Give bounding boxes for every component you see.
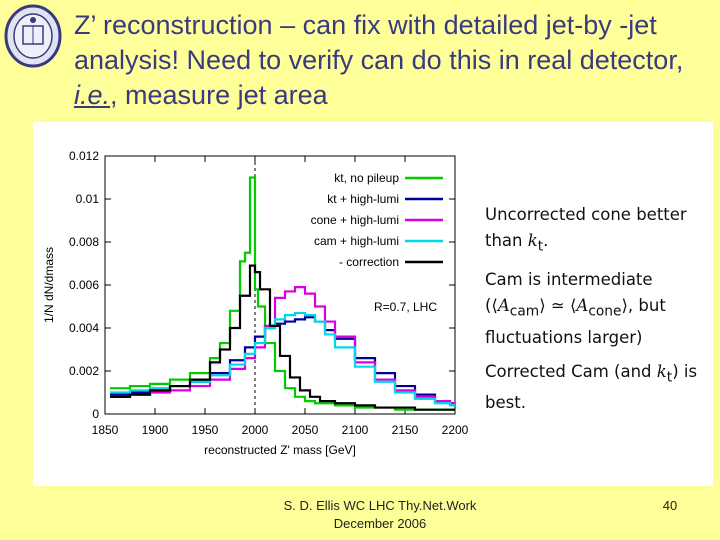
- x-tick-label: 2200: [442, 423, 469, 437]
- series-line: [110, 264, 455, 411]
- x-tick-label: 1950: [192, 423, 219, 437]
- y-tick-label: 0.006: [69, 278, 99, 292]
- footer: S. D. Ellis WC LHC Thy.Net.Work December…: [240, 497, 520, 533]
- slide-title: Z’ reconstruction – can fix with detaile…: [74, 8, 714, 113]
- y-axis-label: 1/N dN/dmass: [42, 247, 56, 323]
- university-seal-icon: [4, 4, 62, 68]
- y-tick-label: 0.002: [69, 364, 99, 378]
- figure-panel: 0 0.002 0.004 0.006 0.008 0.01 0.012 1850 1900 19…: [33, 122, 713, 486]
- mass-distribution-chart: 0 0.002 0.004 0.006 0.008 0.01 0.012 1850 1900 19…: [42, 149, 469, 457]
- y-tick-label: 0.012: [69, 149, 99, 163]
- chart-annotation: R=0.7, LHC: [374, 300, 437, 314]
- note-cam-intermediate: Cam is intermediate (⟨Acam⟩ ≃ ⟨Acone⟩, b…: [485, 270, 666, 347]
- footer-date: December 2006: [333, 516, 427, 531]
- legend-label: kt + high-lumi: [327, 192, 399, 206]
- legend-label: - correction: [339, 255, 399, 269]
- title-text-part2: , measure jet area: [110, 80, 328, 110]
- legend-label: kt, no pileup: [334, 171, 399, 185]
- legend-label: cam + high-lumi: [314, 234, 399, 248]
- series-line: [110, 176, 455, 411]
- notes-block: Uncorrected cone better than kt. Cam is …: [485, 202, 709, 424]
- x-tick-label: 2100: [342, 423, 369, 437]
- x-axis-label: reconstructed Z' mass [GeV]: [204, 443, 356, 457]
- x-tick-label: 2050: [292, 423, 319, 437]
- title-ie-link[interactable]: i.e.: [74, 80, 111, 110]
- y-tick-label: 0.004: [69, 321, 99, 335]
- x-tick-label: 1900: [142, 423, 169, 437]
- y-tick-label: 0: [92, 407, 99, 421]
- y-tick-label: 0.008: [69, 235, 99, 249]
- y-tick-label: 0.01: [76, 192, 100, 206]
- x-tick-label: 2150: [392, 423, 419, 437]
- footer-author: S. D. Ellis WC LHC Thy.Net.Work: [283, 498, 477, 513]
- page-number: 40: [662, 498, 678, 513]
- title-text-part1: Z’ reconstruction – can fix with detaile…: [74, 10, 684, 75]
- x-tick-label: 1850: [92, 423, 119, 437]
- plot-frame: [104, 155, 456, 415]
- legend-label: cone + high-lumi: [311, 213, 399, 227]
- note-corrected-cam: Corrected Cam (and kt) is best.: [485, 361, 698, 412]
- x-tick-label: 2000: [242, 423, 269, 437]
- note-uncorrected-cone: Uncorrected cone better than kt.: [485, 205, 687, 255]
